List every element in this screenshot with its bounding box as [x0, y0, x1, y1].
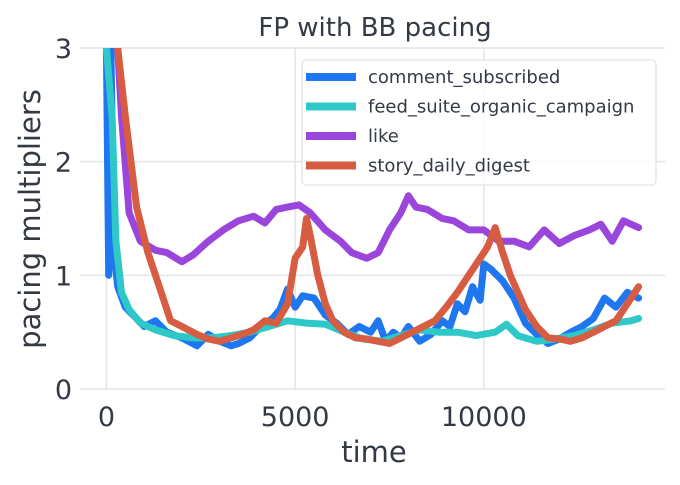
- x-tick-label: 0: [98, 402, 115, 433]
- legend-label-feed-suite-organic-campaign: feed_suite_organic_campaign: [368, 97, 634, 118]
- tick-labels: 0 1 2 3 0 5000 10000: [55, 34, 527, 433]
- series-layer: [102, 48, 643, 350]
- y-tick-label: 1: [55, 261, 72, 292]
- x-tick-label: 5000: [261, 402, 330, 433]
- legend-label-like: like: [368, 126, 399, 147]
- legend-label-story-daily-digest: story_daily_digest: [368, 156, 530, 177]
- x-axis-title: time: [341, 435, 407, 469]
- chart-title: FP with BB pacing: [258, 13, 491, 43]
- y-tick-label: 0: [55, 375, 72, 406]
- x-tick-label: 10000: [441, 402, 527, 433]
- y-axis-title: pacing multipliers: [13, 89, 47, 349]
- series-line-like: [114, 48, 643, 266]
- legend-label-comment-subscribed: comment_subscribed: [368, 67, 560, 88]
- legend: comment_subscribed feed_suite_organic_cam…: [301, 59, 657, 186]
- legend-box: [301, 59, 657, 186]
- series-line-story-daily-digest: [114, 48, 643, 347]
- y-tick-label: 2: [55, 148, 72, 179]
- y-tick-label: 3: [55, 34, 72, 65]
